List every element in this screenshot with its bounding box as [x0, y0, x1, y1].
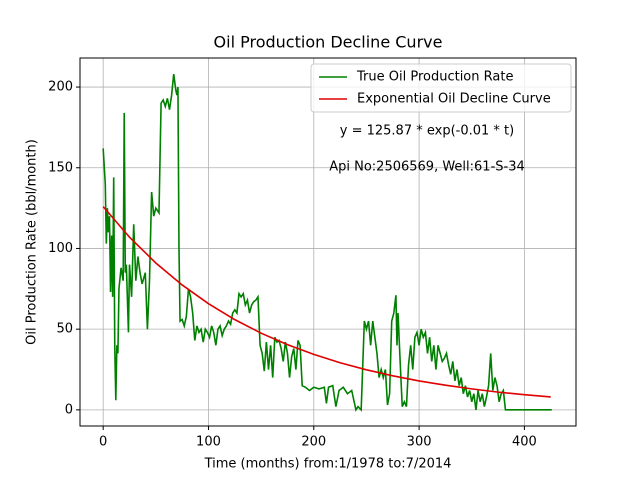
x-tick-label: 300 — [407, 435, 432, 450]
legend-label: Exponential Oil Decline Curve — [357, 92, 551, 107]
data-line — [102, 206, 551, 398]
x-tick-label: 0 — [99, 435, 107, 450]
plot-frame — [79, 57, 577, 427]
y-tick-label: 200 — [48, 80, 73, 95]
data-line — [102, 74, 552, 412]
x-tick-label: 200 — [301, 435, 326, 450]
y-tick-label: 150 — [48, 160, 73, 175]
legend-label: True Oil Production Rate — [356, 70, 513, 85]
y-tick-label: 100 — [48, 241, 73, 256]
x-tick-label: 400 — [512, 435, 537, 450]
y-axis-label: Oil Production Rate (bbl/month) — [25, 139, 40, 345]
x-axis-label: Time (months) from:1/1978 to:7/2014 — [204, 457, 452, 472]
y-tick-label: 0 — [65, 402, 73, 417]
annotation: Api No:2506569, Well:61-S-34 — [329, 160, 525, 175]
chart-title: Oil Production Decline Curve — [214, 33, 443, 52]
annotation: y = 125.87 * exp(-0.01 * t) — [340, 124, 514, 139]
x-tick-label: 100 — [196, 435, 221, 450]
legend-box — [310, 63, 572, 113]
y-tick-label: 50 — [56, 322, 73, 337]
